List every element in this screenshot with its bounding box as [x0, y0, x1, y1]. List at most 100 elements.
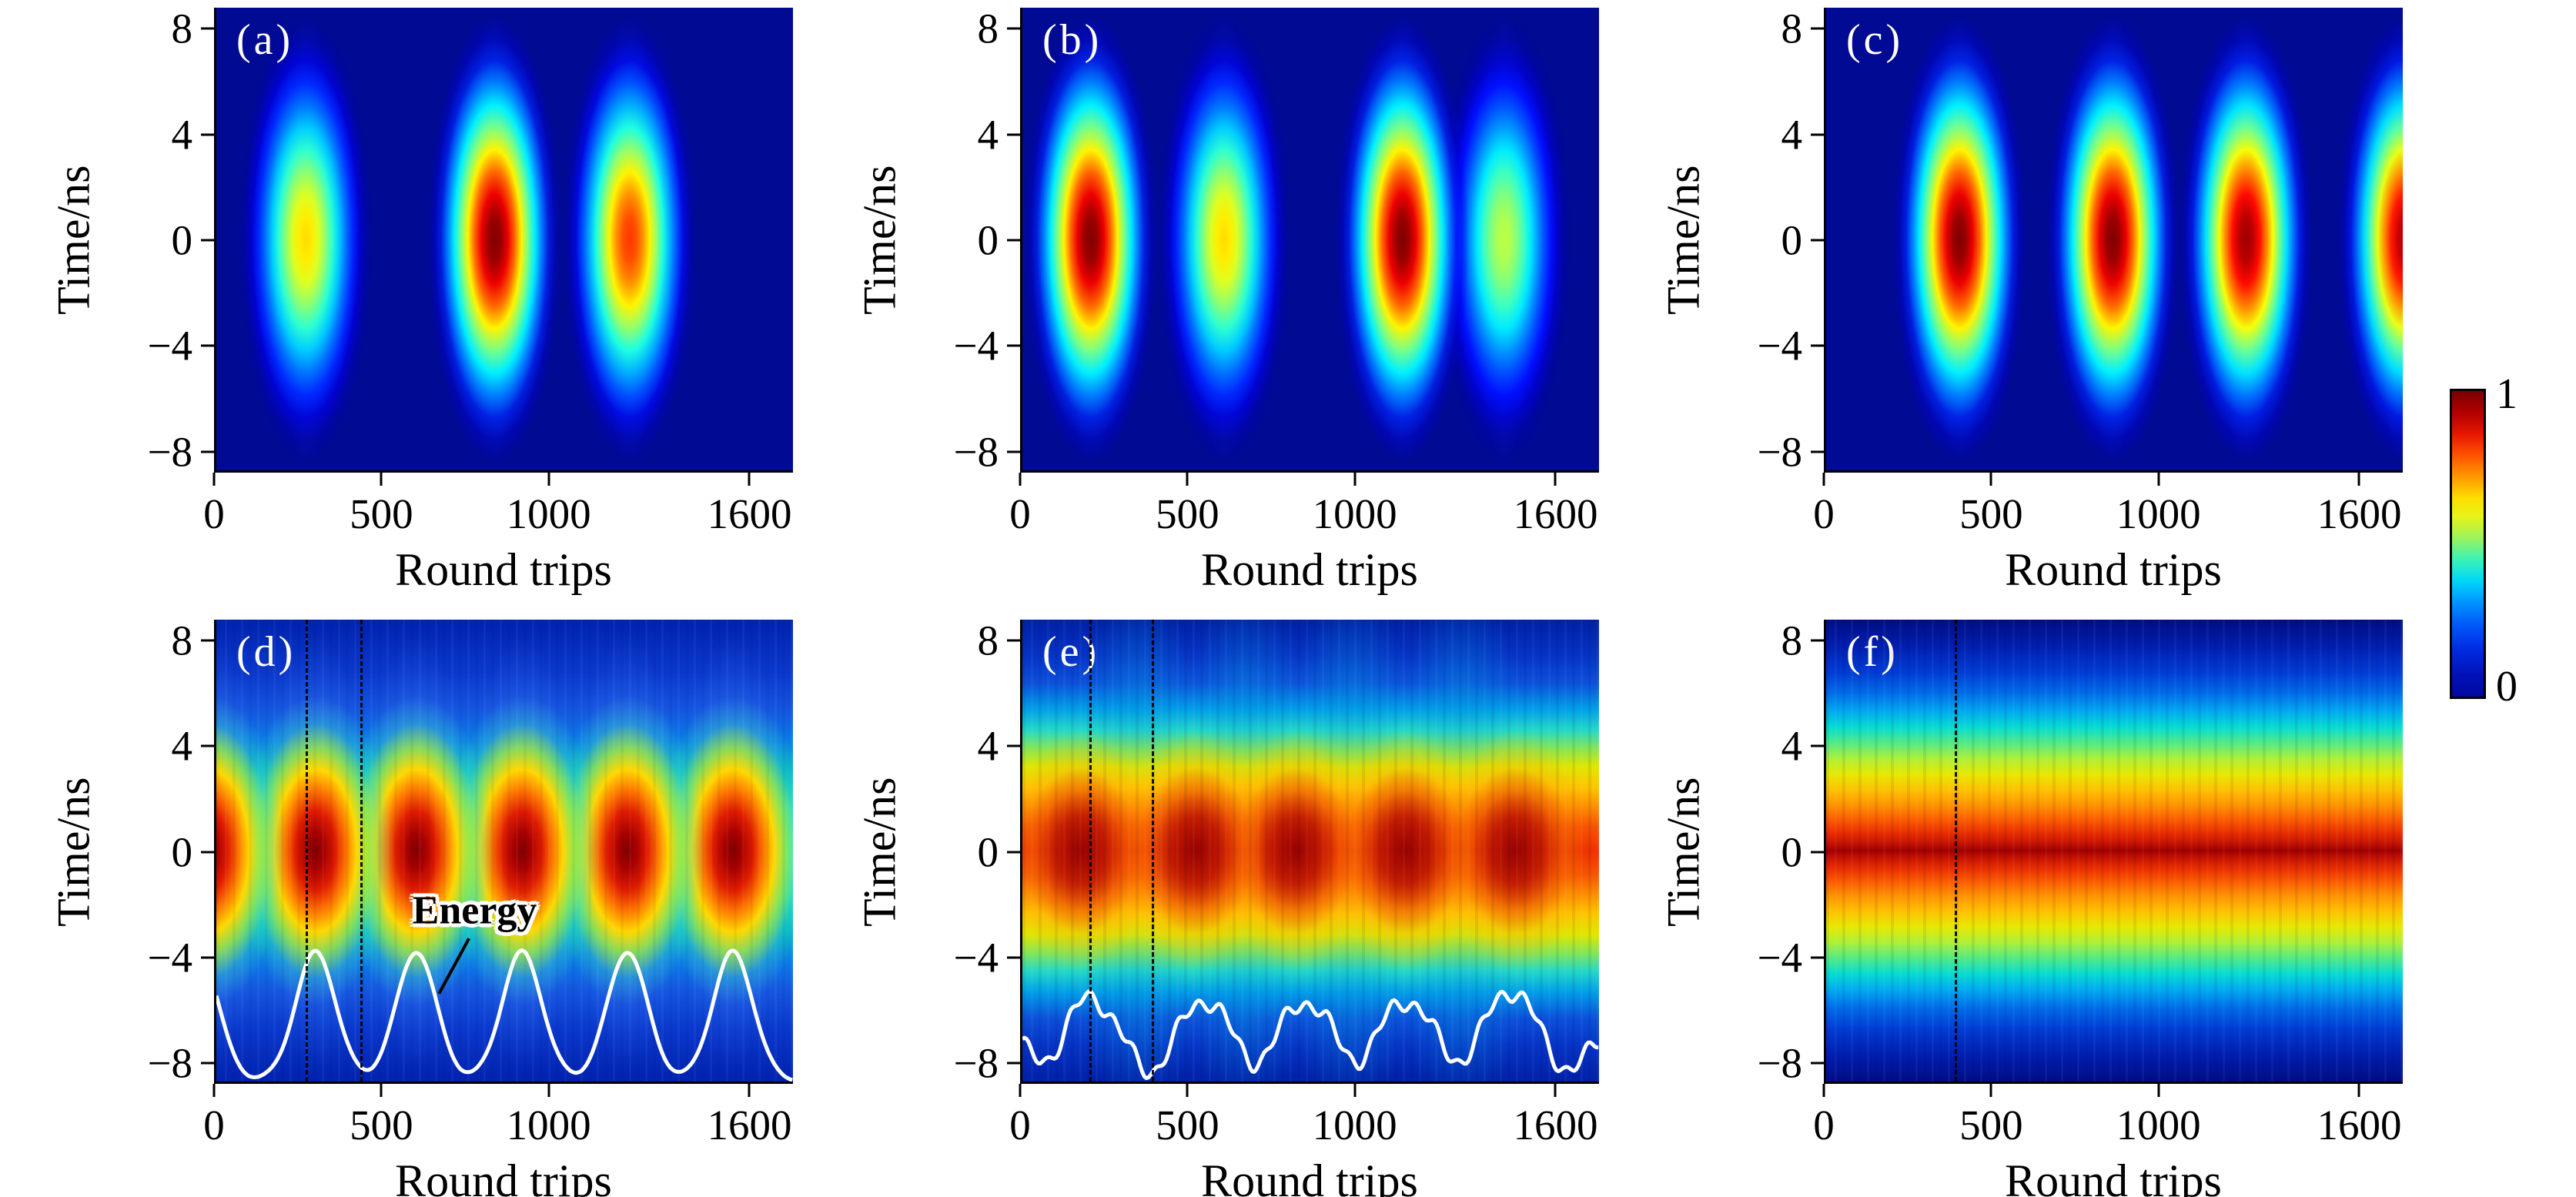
x-tick-mark	[1019, 1084, 1022, 1097]
y-tick-label: 0	[977, 828, 999, 875]
y-tick-mark	[1811, 450, 1824, 453]
x-tick-mark	[748, 473, 751, 486]
heatmap-surface	[1022, 8, 1599, 470]
y-tick-label: 4	[171, 111, 193, 159]
y-tick-label: −4	[147, 322, 192, 369]
x-tick-mark	[212, 1084, 216, 1097]
heatmap-surface	[1826, 8, 2403, 470]
x-tick-mark	[1353, 473, 1357, 486]
dashed-marker-line	[1954, 620, 1957, 1082]
panel-e: Time/ns (e) 8 4 0 −4 −8 0 500 1000 1600 Round tr…	[855, 617, 1599, 1197]
heatmap-surface	[216, 620, 793, 1082]
y-tick-mark	[201, 133, 214, 136]
x-tick-label: 500	[1156, 490, 1219, 537]
heatmap-plot-b: (b)	[1020, 8, 1599, 473]
x-tick-mark	[380, 1084, 383, 1097]
y-tick-mark	[1007, 344, 1020, 347]
y-tick-mark	[1811, 239, 1824, 242]
x-tick-mark	[1822, 1084, 1825, 1097]
y-tick-mark	[201, 239, 214, 242]
x-axis-label: Round trips	[395, 544, 612, 595]
x-tick-mark	[1186, 1084, 1189, 1097]
y-axis-label: Time/ns	[1658, 165, 1709, 316]
panel-f: Time/ns (f) 8 4 0 −4 −8 0 500 1000 1600 Round tr…	[1658, 617, 2403, 1197]
x-tick-mark	[212, 473, 216, 486]
y-tick-mark	[201, 639, 214, 642]
y-tick-label: 0	[171, 216, 193, 264]
y-tick-label: 8	[977, 5, 999, 52]
y-tick-label: −8	[1757, 428, 1802, 476]
y-tick-mark	[1007, 450, 1020, 453]
y-tick-mark	[1811, 851, 1824, 853]
y-tick-mark	[1811, 27, 1824, 30]
y-axis-label: Time/ns	[48, 777, 99, 927]
y-tick-mark	[1007, 956, 1020, 959]
y-tick-mark	[1811, 133, 1824, 136]
y-tick-mark	[201, 27, 214, 30]
y-tick-label: −4	[147, 934, 192, 981]
y-axis-label: Time/ns	[48, 165, 99, 316]
x-tick-label: 0	[1813, 1102, 1835, 1149]
y-tick-label: 0	[1781, 828, 1803, 875]
y-tick-mark	[1007, 851, 1020, 853]
y-tick-label: 0	[1781, 216, 1803, 264]
x-tick-label: 1600	[2317, 490, 2402, 537]
y-tick-mark	[201, 956, 214, 959]
x-tick-label: 1000	[506, 1102, 591, 1149]
y-tick-mark	[201, 851, 214, 853]
y-tick-label: −4	[953, 322, 999, 369]
x-tick-label: 1600	[2317, 1102, 2402, 1149]
x-tick-mark	[1554, 1084, 1557, 1097]
x-tick-label: 1600	[1513, 490, 1598, 537]
y-tick-mark	[1007, 639, 1020, 642]
panel-letter: (c)	[1846, 16, 1904, 64]
x-tick-mark	[1989, 1084, 1992, 1097]
x-tick-mark	[1353, 1084, 1357, 1097]
panel-letter: (f)	[1846, 628, 1899, 676]
x-tick-label: 1600	[707, 1102, 792, 1149]
panel-letter: (d)	[236, 628, 296, 676]
energy-annotation: Energy	[412, 888, 537, 933]
dashed-marker-line	[306, 620, 309, 1082]
x-tick-label: 500	[1959, 490, 2023, 537]
y-tick-mark	[201, 744, 214, 747]
energy-curve	[1022, 620, 1599, 1082]
heatmap-plot-d: (d) Energy	[214, 620, 793, 1084]
y-tick-label: 0	[977, 216, 999, 264]
x-tick-mark	[1989, 473, 1992, 486]
heatmap-surface	[216, 8, 793, 470]
x-tick-label: 0	[203, 490, 225, 537]
x-tick-label: 1600	[707, 490, 792, 537]
x-tick-label: 1000	[1312, 490, 1397, 537]
x-tick-label: 1000	[2116, 1102, 2201, 1149]
heatmap-plot-e: (e)	[1020, 620, 1599, 1084]
x-axis-label: Round trips	[2005, 544, 2222, 595]
x-tick-label: 0	[1009, 490, 1031, 537]
y-tick-label: 8	[977, 617, 999, 664]
y-tick-mark	[1811, 344, 1824, 347]
x-tick-mark	[748, 1084, 751, 1097]
y-tick-label: 4	[977, 111, 999, 159]
y-tick-label: −8	[147, 428, 192, 476]
y-axis-label: Time/ns	[854, 777, 905, 927]
x-axis-label: Round trips	[395, 1155, 612, 1197]
y-tick-mark	[201, 450, 214, 453]
panel-c: Time/ns (c) 8 4 0 −4 −8 0 500 1000 1600 Round tr…	[1658, 5, 2403, 595]
x-tick-label: 500	[1156, 1102, 1219, 1149]
x-tick-label: 0	[203, 1102, 225, 1149]
colorbar-gradient	[2452, 391, 2484, 697]
y-tick-mark	[201, 344, 214, 347]
x-tick-mark	[2357, 1084, 2360, 1097]
heatmap-plot-f: (f)	[1824, 620, 2403, 1084]
x-tick-mark	[1186, 473, 1189, 486]
y-tick-label: −8	[953, 428, 999, 476]
y-tick-label: −4	[1757, 934, 1802, 981]
heatmap-surface	[1826, 620, 2403, 1082]
x-tick-label: 1600	[1513, 1102, 1598, 1149]
panel-letter: (b)	[1042, 16, 1102, 64]
colorbar	[2450, 389, 2486, 699]
y-tick-mark	[1007, 133, 1020, 136]
y-tick-mark	[1811, 956, 1824, 959]
x-tick-label: 1000	[1312, 1102, 1397, 1149]
dashed-marker-line	[360, 620, 363, 1082]
